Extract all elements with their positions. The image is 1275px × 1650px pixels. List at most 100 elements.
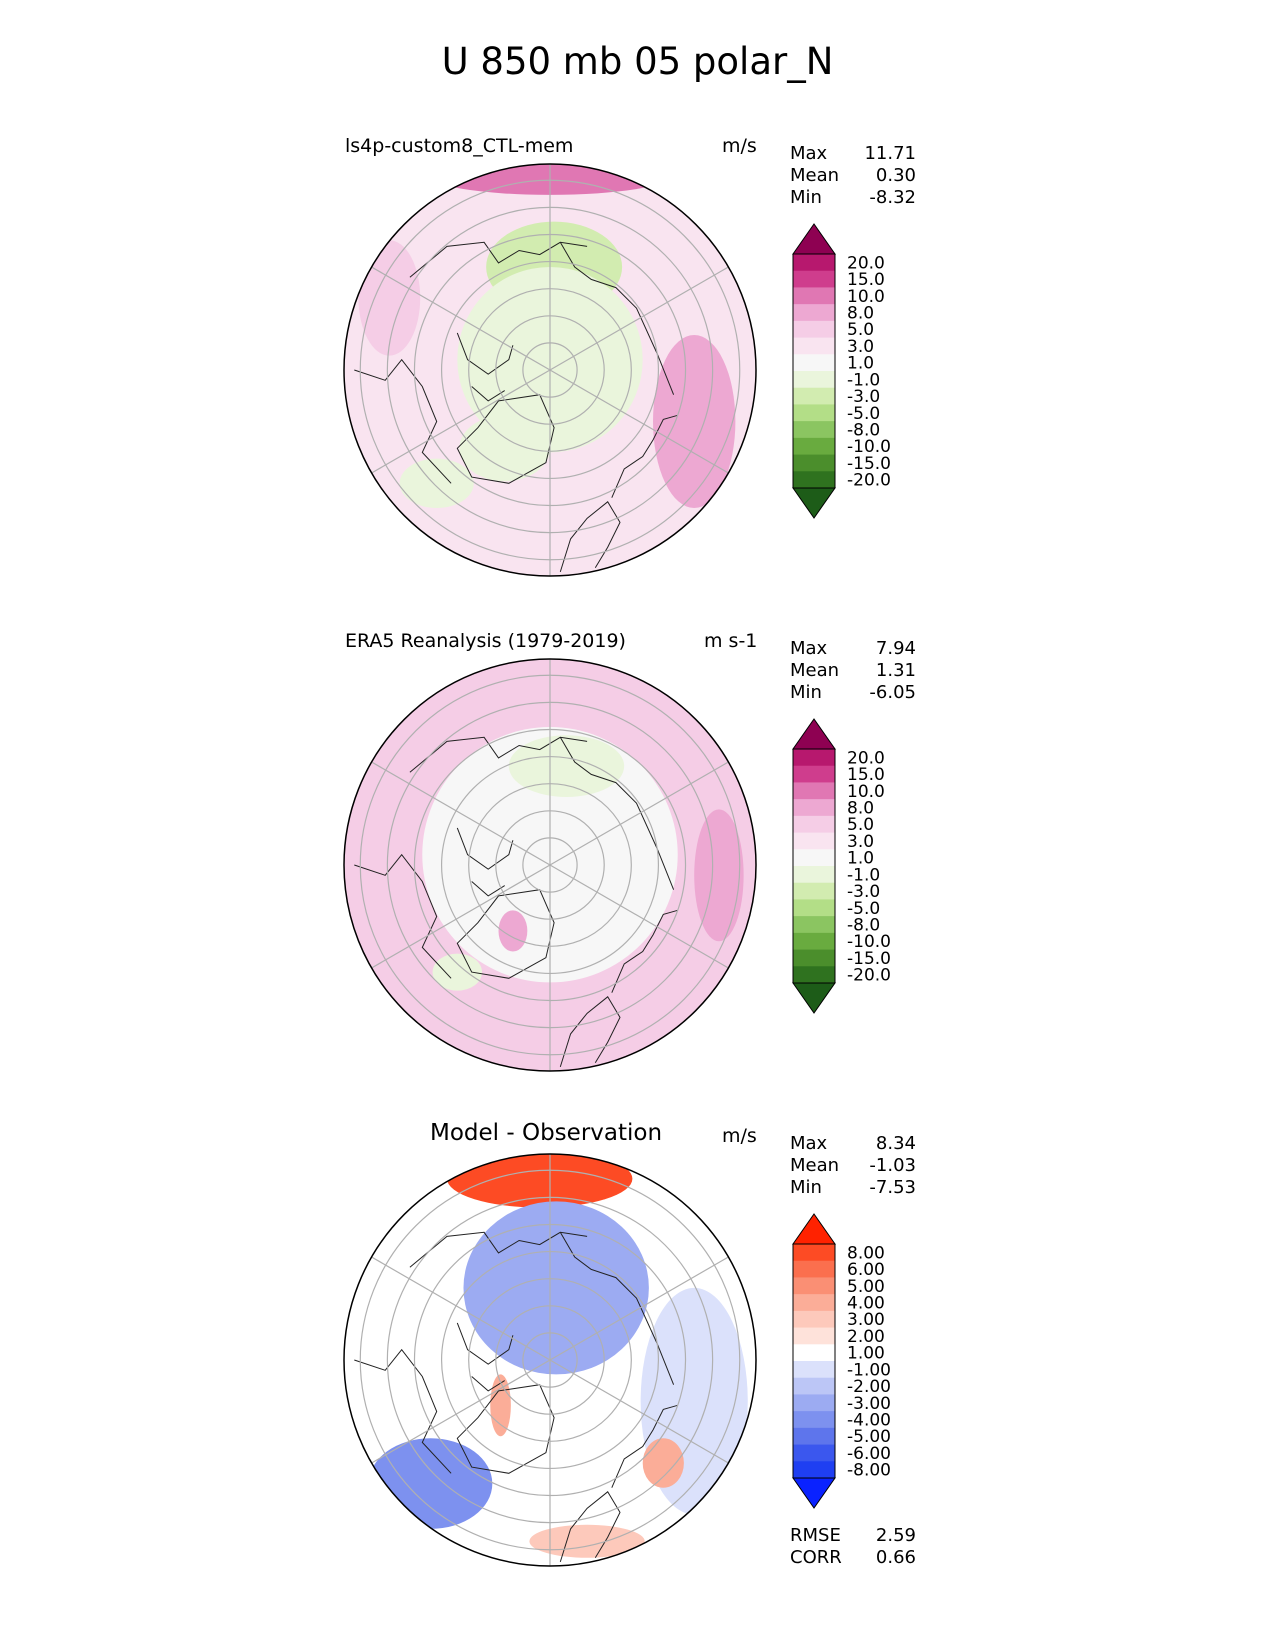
colorbar-extend-top — [792, 1213, 836, 1245]
colorbar-tick-label: 8.0 — [847, 304, 874, 324]
coastline — [409, 1231, 588, 1268]
colorbar-cell — [793, 1394, 835, 1412]
stat-row: Min -8.32 — [790, 187, 916, 209]
colorbar-tick-label: 1.0 — [847, 354, 874, 374]
meridian-line — [549, 864, 729, 969]
coastline — [559, 501, 621, 573]
panel-2-title: ERA5 Reanalysis (1979-2019) — [345, 630, 626, 652]
stat-label: Mean — [790, 660, 840, 681]
colorbar-cell — [793, 1260, 835, 1278]
colorbar-tick-label: -5.0 — [847, 404, 880, 424]
region-north-pacific-top — [447, 1154, 633, 1208]
colorbar-cell — [793, 1277, 835, 1295]
colorbar-tick-label: 10.0 — [847, 782, 885, 802]
colorbar-cell — [793, 287, 835, 305]
meridian-line — [549, 1359, 729, 1464]
panel-2-stats: Max 7.94 Mean 1.31 Min -6.05 — [790, 638, 916, 704]
colorbar-tick-label: -6.00 — [847, 1444, 891, 1464]
coastline — [611, 1404, 678, 1488]
region-baffin-strip — [432, 953, 483, 991]
colorbar-cell — [793, 1444, 835, 1462]
stat-row: RMSE 2.59 — [790, 1525, 916, 1547]
stat-row: Max 11.71 — [790, 143, 916, 165]
colorbar-cell — [793, 1344, 835, 1362]
colorbar-tick-label: 3.0 — [847, 337, 874, 357]
colorbar-tick-label: 1.00 — [847, 1344, 885, 1364]
panel-3-units: m/s — [722, 1125, 757, 1147]
colorbar-cell — [793, 1427, 835, 1445]
stat-row: Mean 0.30 — [790, 165, 916, 187]
colorbar-cell — [793, 749, 835, 767]
colorbar-extend-top — [792, 718, 836, 750]
colorbar-cell — [793, 371, 835, 389]
meridian-line — [549, 761, 729, 866]
panel-1-title: ls4p-custom8_CTL-mem — [345, 135, 574, 157]
colorbar-cell — [793, 932, 835, 950]
stat-value: 7.94 — [875, 638, 916, 659]
colorbar-cell — [793, 454, 835, 472]
colorbar-extend-top — [792, 223, 836, 255]
stat-label: Min — [790, 1177, 822, 1198]
stat-value: 2.59 — [875, 1525, 916, 1546]
region-north-america-west — [399, 458, 474, 509]
coastline — [409, 241, 588, 278]
colorbar-extend-bottom — [792, 982, 836, 1014]
panel-2-units: m s-1 — [704, 630, 758, 652]
stat-label: Max — [790, 143, 828, 164]
coastline — [559, 996, 621, 1068]
colorbar-tick-label: 20.0 — [847, 253, 885, 273]
stat-label: Min — [790, 682, 822, 703]
colorbar-cell — [793, 320, 835, 338]
colorbar-cell — [793, 949, 835, 967]
colorbar-cell — [793, 437, 835, 455]
region-alaska-fringe — [358, 240, 421, 356]
colorbar-tick-label: 8.0 — [847, 799, 874, 819]
coastline — [456, 394, 555, 484]
coastline — [611, 414, 678, 498]
polar-map-3 — [343, 1153, 757, 1567]
colorbar-cell — [793, 1377, 835, 1395]
colorbar-tick-label: 4.00 — [847, 1294, 885, 1314]
colorbar-tick-label: -1.0 — [847, 865, 880, 885]
colorbar-extend-bottom — [792, 487, 836, 519]
colorbar-extend-bottom — [792, 1477, 836, 1509]
colorbar-3: 8.006.005.004.003.002.001.00-1.00-2.00-3… — [792, 1213, 891, 1509]
coastline — [456, 889, 555, 979]
colorbar-cell — [793, 815, 835, 833]
colorbar-tick-label: -10.0 — [847, 437, 891, 457]
stat-label: Mean — [790, 165, 840, 186]
panel-3-extra-stats: RMSE 2.59 CORR 0.66 — [790, 1525, 916, 1569]
colorbar-tick-label: -8.0 — [847, 421, 880, 441]
colorbar-cell — [793, 899, 835, 917]
stat-value: -6.05 — [869, 682, 916, 703]
coastline — [471, 881, 505, 897]
colorbar-cell — [793, 765, 835, 783]
colorbar-cell — [793, 1244, 835, 1262]
colorbar-cell — [793, 421, 835, 439]
map-boundary — [343, 163, 757, 577]
colorbar-frame — [792, 253, 836, 489]
colorbar-cell — [793, 832, 835, 850]
region-east-atlantic-positive — [642, 1438, 684, 1488]
colorbar-cell — [793, 337, 835, 355]
colorbar-cell — [793, 1411, 835, 1429]
coastline — [456, 827, 514, 870]
coastline — [471, 386, 505, 402]
stat-value: 0.30 — [875, 165, 916, 186]
colorbar-cell — [793, 304, 835, 322]
colorbar-tick-label: 5.00 — [847, 1277, 885, 1297]
colorbar-cell — [793, 1310, 835, 1328]
colorbar-cell — [793, 354, 835, 372]
stat-row: Mean -1.03 — [790, 1155, 916, 1177]
colorbar-cell — [793, 782, 835, 800]
stat-row: Min -7.53 — [790, 1177, 916, 1199]
meridian-line — [371, 864, 551, 969]
colorbar-tick-label: -20.0 — [847, 471, 891, 491]
stat-value: -1.03 — [869, 1155, 916, 1176]
colorbar-tick-label: -5.00 — [847, 1427, 891, 1447]
coastline — [456, 1322, 514, 1365]
colorbar-cell — [793, 966, 835, 984]
colorbar-cell — [793, 1327, 835, 1345]
meridian-line — [549, 1256, 729, 1361]
stat-row: Max 8.34 — [790, 1133, 916, 1155]
